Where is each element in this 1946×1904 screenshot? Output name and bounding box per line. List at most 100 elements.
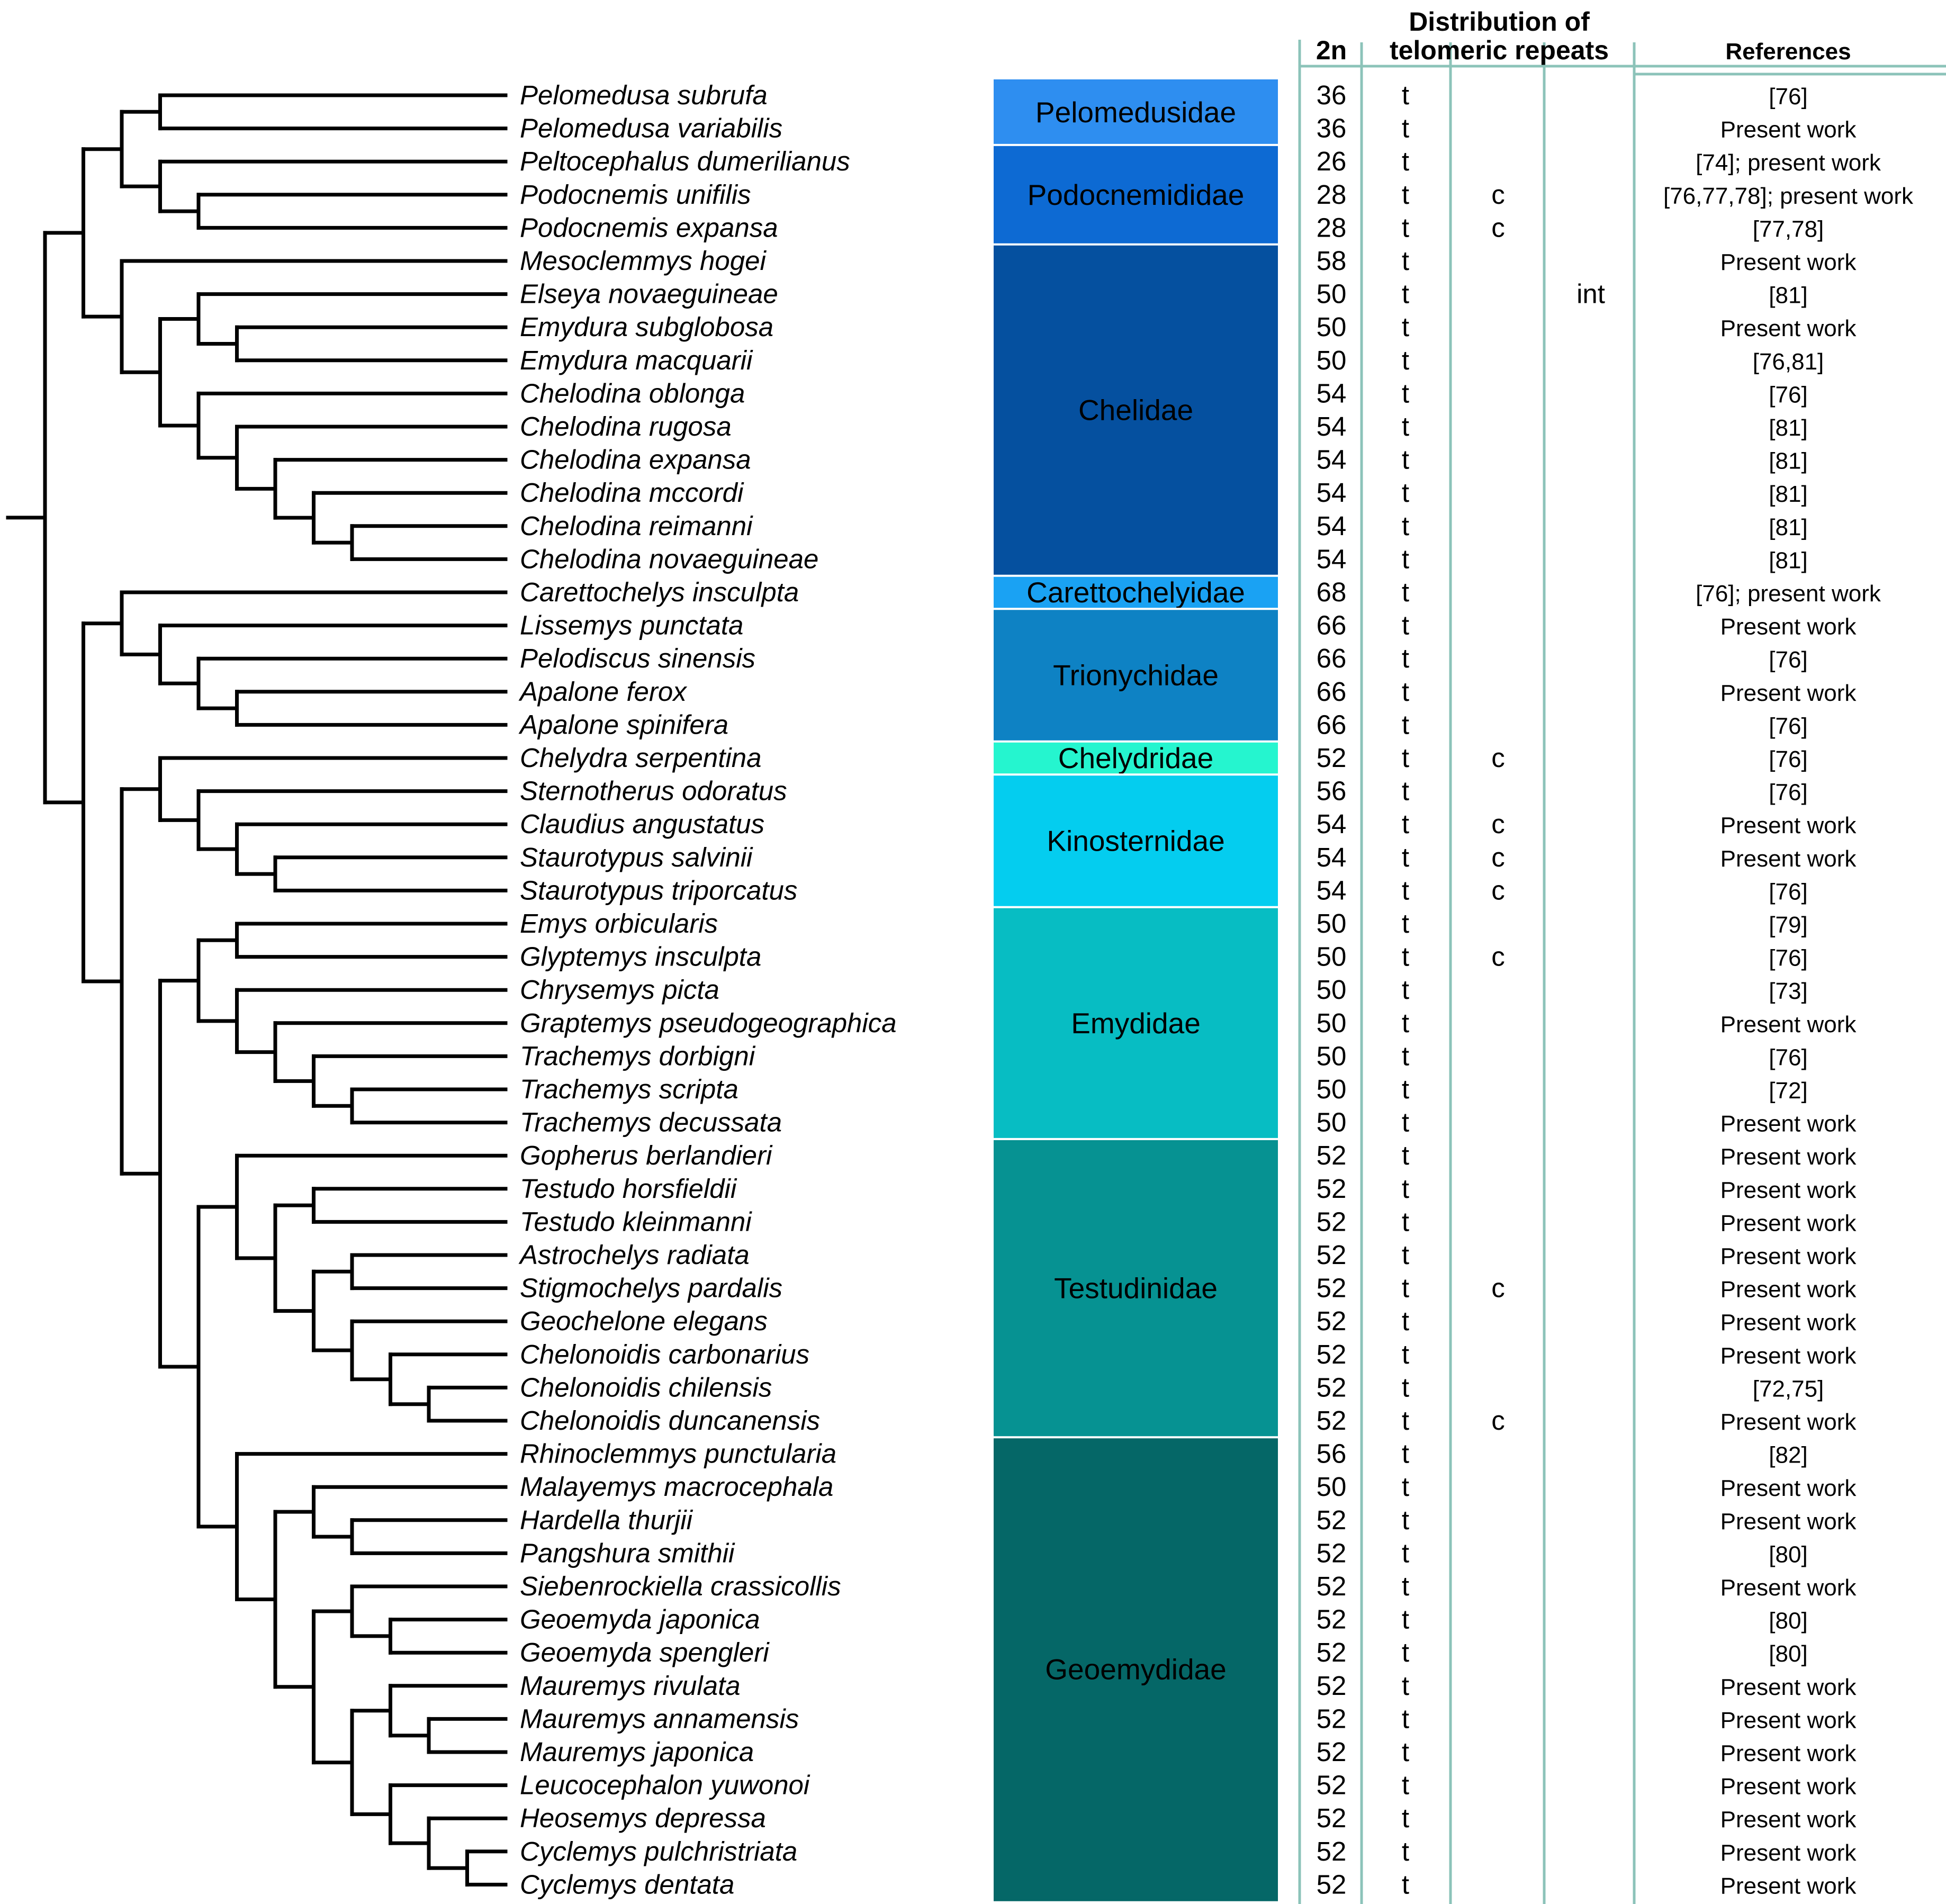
table-row: Chelodina rugosa 54 t [81] [520, 411, 1808, 441]
reference: Present work [1720, 1243, 1857, 1269]
telomeric-terminal: t [1402, 1869, 1409, 1899]
reference: [79] [1769, 912, 1807, 938]
reference: Present work [1720, 1774, 1857, 1800]
species-name: Hardella thurjii [520, 1505, 693, 1535]
table-row: Mauremys annamensis 52 t Present work [520, 1703, 1857, 1734]
reference: Present work [1720, 1012, 1857, 1037]
species-name: Chelonoidis carbonarius [520, 1339, 809, 1369]
species-name: Mauremys japonica [520, 1737, 754, 1767]
reference: Present work [1720, 1210, 1857, 1236]
telomeric-terminal: t [1402, 1405, 1409, 1436]
telomeric-terminal: t [1402, 1372, 1409, 1402]
table-row: Apalone spinifera 66 t [76] [518, 709, 1808, 739]
reference: [76]; present work [1696, 581, 1881, 607]
species-name: Pangshura smithii [520, 1538, 735, 1568]
chromosome-number: 52 [1317, 1273, 1347, 1303]
telomeric-terminal: t [1402, 113, 1409, 143]
family-label: Chelydridae [1058, 742, 1214, 774]
telomeric-terminal: t [1402, 279, 1409, 309]
reference: Present work [1720, 315, 1857, 341]
family-label: Geoemydidae [1045, 1653, 1226, 1686]
table-row: Mauremys rivulata 52 t Present work [520, 1671, 1857, 1701]
chromosome-number: 50 [1317, 1472, 1347, 1502]
family-band-testudinidae: Testudinidae [994, 1138, 1278, 1438]
family-band-emydidae: Emydidae [994, 906, 1278, 1139]
chromosome-number: 68 [1317, 577, 1347, 607]
telomeric-terminal: t [1402, 445, 1409, 475]
telomeric-terminal: t [1402, 1505, 1409, 1535]
table-row: Pangshura smithii 52 t [80] [520, 1538, 1808, 1568]
reference: Present work [1720, 1873, 1857, 1899]
chromosome-number: 36 [1317, 80, 1347, 110]
reference: Present work [1720, 813, 1857, 838]
telomeric-terminal: t [1402, 1008, 1409, 1038]
telomeric-terminal: t [1402, 1770, 1409, 1800]
table-row: Leucocephalon yuwonoi 52 t Present work [520, 1770, 1857, 1800]
telomeric-terminal: t [1402, 1538, 1409, 1568]
table-row: Emys orbicularis 50 t [79] [520, 908, 1808, 939]
species-name: Pelomedusa subrufa [520, 80, 768, 110]
header-references: References [1725, 39, 1851, 65]
species-name: Elseya novaeguineae [520, 279, 778, 309]
reference: [81] [1769, 448, 1807, 474]
species-name: Chelydra serpentina [520, 743, 761, 773]
species-name: Gopherus berlandieri [520, 1140, 773, 1170]
table-row: Mauremys japonica 52 t Present work [520, 1737, 1857, 1767]
table-row: Chelodina reimanni 54 t [81] [520, 511, 1808, 541]
telomeric-centromeric: c [1491, 1405, 1505, 1436]
telomeric-terminal: t [1402, 1836, 1409, 1866]
table-row: Apalone ferox 66 t Present work [518, 676, 1857, 707]
telomeric-terminal: t [1402, 1339, 1409, 1369]
chromosome-number: 52 [1317, 1803, 1347, 1833]
species-name: Staurotypus salvinii [520, 842, 753, 872]
species-name: Testudo kleinmanni [520, 1206, 752, 1237]
family-band-fill [994, 145, 1278, 245]
chromosome-number: 50 [1317, 345, 1347, 375]
chromosome-number: 50 [1317, 1008, 1347, 1038]
species-name: Podocnemis expansa [520, 212, 778, 242]
chromosome-number: 52 [1317, 1339, 1347, 1369]
table-row: Chelydra serpentina 52 t c [76] [520, 743, 1808, 773]
reference: Present work [1720, 117, 1857, 143]
family-band-trionychidae: Trionychidae [994, 608, 1278, 742]
chromosome-number: 54 [1317, 511, 1347, 541]
species-name: Astrochelys radiata [518, 1240, 750, 1270]
table-row: Gopherus berlandieri 52 t Present work [520, 1140, 1857, 1170]
species-name: Siebenrockiella crassicollis [520, 1571, 841, 1601]
species-name: Trachemys dorbigni [520, 1041, 756, 1071]
telomeric-terminal: t [1402, 743, 1409, 773]
table-row: Lissemys punctata 66 t Present work [520, 610, 1857, 640]
telomeric-terminal: t [1402, 610, 1409, 640]
chromosome-number: 52 [1317, 1206, 1347, 1237]
table-row: Stigmochelys pardalis 52 t c Present work [520, 1273, 1857, 1303]
chromosome-number: 54 [1317, 842, 1347, 872]
chromosome-number: 58 [1317, 246, 1347, 276]
telomeric-terminal: t [1402, 1174, 1409, 1204]
telomeric-terminal: t [1402, 1637, 1409, 1667]
chromosome-number: 52 [1317, 1604, 1347, 1635]
table-row: Claudius angustatus 54 t c Present work [520, 809, 1857, 839]
table-row: Pelomedusa variabilis 36 t Present work [520, 113, 1857, 143]
table-row: Elseya novaeguineae 50 t int [81] [520, 279, 1808, 309]
chromosome-number: 54 [1317, 544, 1347, 574]
chromosome-number: 50 [1317, 974, 1347, 1005]
telomeric-terminal: t [1402, 1107, 1409, 1138]
reference: Present work [1720, 1707, 1857, 1733]
family-band-fill [994, 1437, 1278, 1901]
telomeric-terminal: t [1402, 1571, 1409, 1601]
species-name: Geoemyda japonica [520, 1604, 760, 1635]
table-row: Pelomedusa subrufa 36 t [76] [520, 80, 1808, 110]
table-row: Astrochelys radiata 52 t Present work [518, 1240, 1857, 1270]
table-row: Chelonoidis carbonarius 52 t Present work [520, 1339, 1857, 1369]
chromosome-number: 52 [1317, 1737, 1347, 1767]
family-band-fill [994, 741, 1278, 775]
chromosome-number: 66 [1317, 610, 1347, 640]
family-label: Testudinidae [1054, 1272, 1218, 1305]
species-name: Chelodina reimanni [520, 511, 753, 541]
telomeric-terminal: t [1402, 477, 1409, 508]
chromosome-number: 54 [1317, 445, 1347, 475]
species-name: Mauremys rivulata [520, 1671, 741, 1701]
reference: [76] [1769, 780, 1807, 806]
chromosome-number: 66 [1317, 709, 1347, 739]
family-band-carettochelyidae: Carettochelyidae [994, 574, 1278, 609]
